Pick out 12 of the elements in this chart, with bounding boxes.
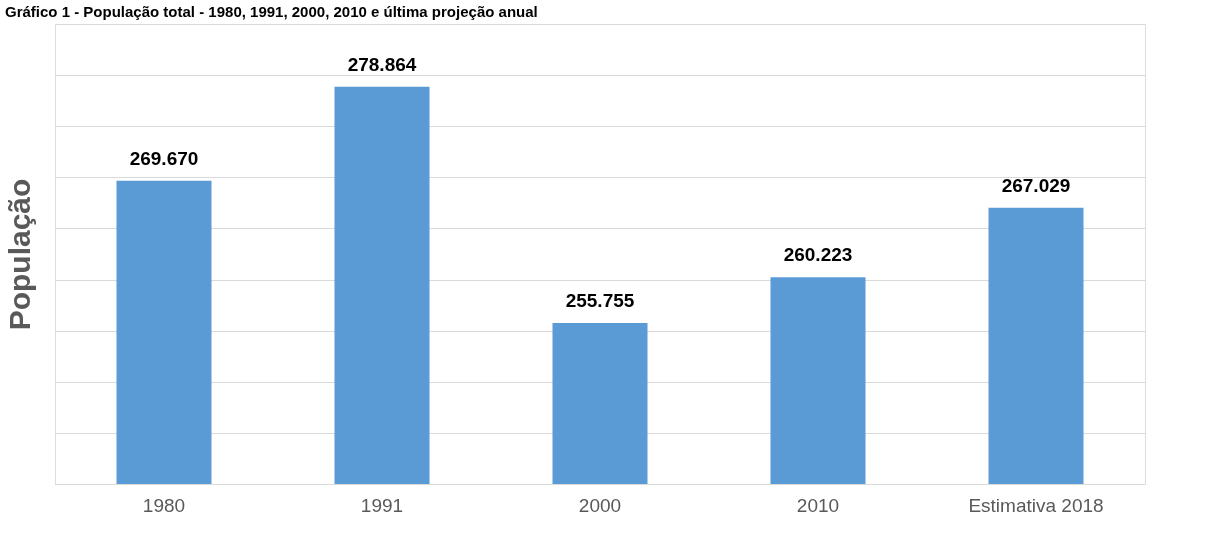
- data-label: 255.755: [565, 289, 635, 311]
- x-tick-label: 2010: [796, 494, 840, 516]
- x-tick-label: Estimativa 2018: [968, 494, 1104, 516]
- y-axis-title: População: [2, 178, 36, 331]
- data-label: 278.864: [347, 53, 417, 75]
- x-tick-label: 2000: [578, 494, 622, 516]
- data-label: 260.223: [783, 244, 853, 266]
- data-label: 269.670: [129, 147, 199, 169]
- chart-title: Gráfico 1 - População total - 1980, 1991, 2000, 2010 e última projeção anual: [5, 3, 538, 20]
- x-tick-label: 1980: [142, 494, 186, 516]
- x-tick-label: 1991: [360, 494, 404, 516]
- data-label: 267.029: [1001, 174, 1071, 196]
